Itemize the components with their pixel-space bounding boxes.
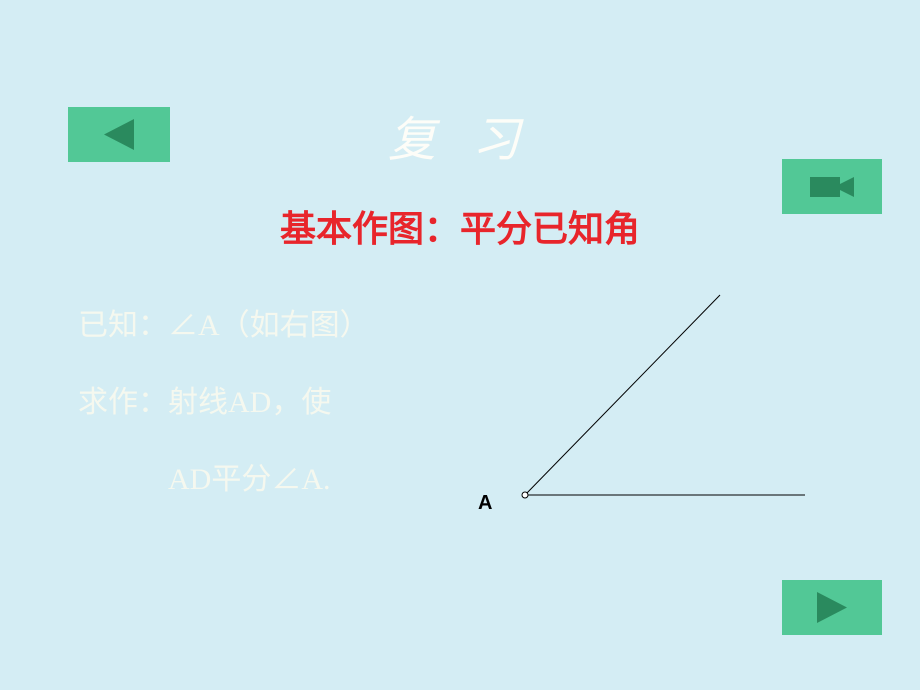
video-button[interactable]	[782, 159, 882, 214]
angle-ray	[525, 295, 720, 495]
page-title: 复 习	[388, 100, 532, 170]
vertex-point	[522, 492, 528, 498]
angle-diagram: A	[500, 290, 820, 510]
construct-line-1: 求作：射线AD，使	[78, 367, 370, 439]
subtitle: 基本作图：平分已知角	[280, 200, 640, 252]
back-button[interactable]	[68, 107, 170, 162]
given-line: 已知：∠A（如右图）	[78, 290, 370, 362]
forward-button[interactable]	[782, 580, 882, 635]
vertex-label: A	[478, 492, 492, 515]
triangle-right-icon	[812, 590, 852, 625]
camera-icon	[810, 174, 854, 200]
triangle-left-icon	[99, 117, 139, 152]
construct-line-2: AD平分∠A.	[78, 444, 370, 516]
angle-svg	[500, 290, 820, 510]
problem-statement: 已知：∠A（如右图） 求作：射线AD，使 AD平分∠A.	[78, 290, 370, 521]
